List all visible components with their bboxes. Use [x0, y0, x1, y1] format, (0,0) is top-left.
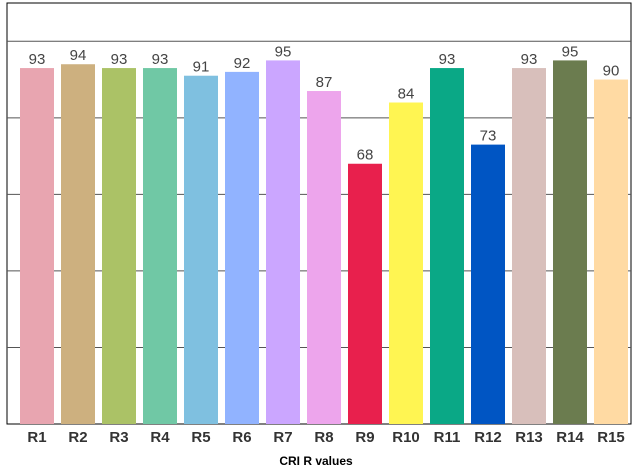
category-label-r5: R5 [191, 429, 210, 446]
category-label-r8: R8 [314, 429, 333, 446]
bar-r6 [225, 71, 259, 425]
category-label-r14: R14 [556, 429, 584, 446]
value-label-r10: 84 [398, 86, 415, 103]
value-label-r15: 90 [603, 63, 620, 80]
value-label-r5: 91 [193, 59, 210, 76]
bar-r3 [102, 68, 136, 425]
category-label-r9: R9 [355, 429, 374, 446]
bar-r13 [512, 68, 546, 425]
value-label-r6: 92 [234, 55, 251, 72]
category-label-r13: R13 [515, 429, 543, 446]
category-label-r2: R2 [68, 429, 87, 446]
bar-r5 [184, 75, 218, 424]
category-label-r7: R7 [273, 429, 292, 446]
category-label-r15: R15 [597, 429, 625, 446]
bar-r14 [553, 60, 587, 425]
category-label-r4: R4 [150, 429, 170, 446]
value-label-r7: 95 [275, 43, 292, 60]
bar-r7 [266, 60, 300, 425]
category-label-r3: R3 [109, 429, 128, 446]
value-labels: 93 94 93 93 91 92 95 87 68 84 93 73 93 95 90 [29, 43, 620, 163]
category-label-r12: R12 [474, 429, 502, 446]
bar-r2 [61, 64, 95, 425]
category-label-r6: R6 [232, 429, 251, 446]
value-label-r1: 93 [29, 51, 46, 68]
bar-r9 [348, 163, 382, 424]
category-labels: R1 R2 R3 R4 R5 R6 R7 R8 R9 R10 R11 R12 R13 R14 R15 [27, 429, 624, 446]
value-label-r14: 95 [562, 43, 579, 60]
value-label-r8: 87 [316, 74, 333, 91]
bar-r8 [307, 91, 341, 424]
bar-r1 [20, 68, 54, 425]
bar-r12 [471, 144, 505, 425]
bar-r10 [389, 102, 423, 424]
bar-r11 [430, 68, 464, 425]
bar-r15 [594, 79, 628, 424]
bar-r4 [143, 68, 177, 425]
x-axis-title: CRI R values [279, 454, 353, 468]
value-label-r2: 94 [70, 47, 87, 64]
value-label-r3: 93 [111, 51, 128, 68]
value-label-r9: 68 [357, 147, 374, 164]
value-label-r12: 73 [480, 128, 497, 145]
category-label-r11: R11 [434, 429, 461, 446]
value-label-r11: 93 [439, 51, 456, 68]
category-label-r10: R10 [392, 429, 420, 446]
category-label-r1: R1 [27, 429, 46, 446]
value-label-r13: 93 [521, 51, 538, 68]
bars [20, 60, 628, 425]
value-label-r4: 93 [152, 51, 169, 68]
